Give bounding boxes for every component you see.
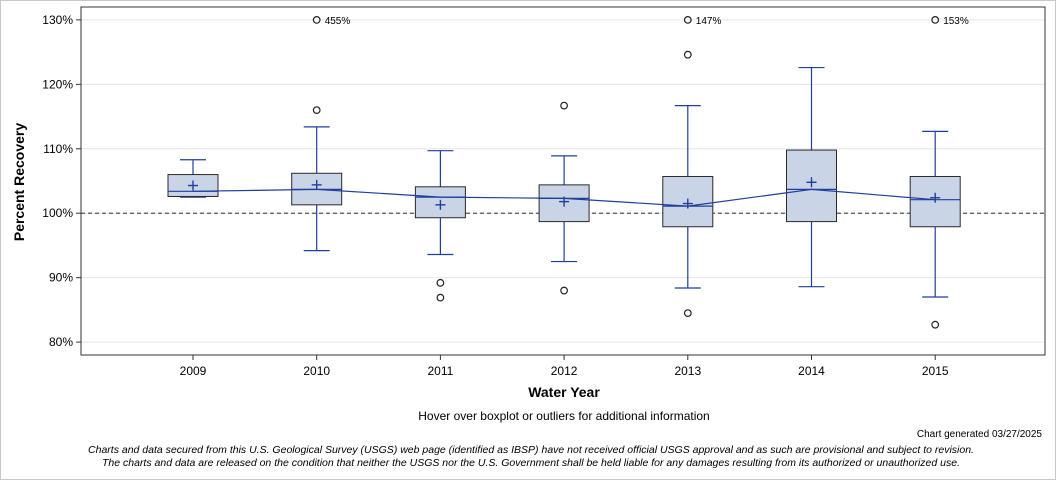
chart-generated-date: Chart generated 03/27/2025	[916, 429, 1042, 440]
box-group-2012	[538, 101, 590, 295]
median-connector-line	[192, 188, 936, 207]
outlier-point	[931, 320, 940, 329]
outlier-point	[436, 278, 445, 287]
box-group-2015: 153%	[909, 15, 969, 329]
outlier-point	[312, 106, 321, 115]
y-tick-label: 80%	[49, 335, 73, 349]
disclaimer-line-2: The charts and data are released on the …	[102, 457, 960, 469]
offscale-label: 147%	[696, 16, 722, 27]
outlier-point	[560, 286, 568, 295]
x-tick-label: 2015	[922, 364, 949, 378]
hover-hint: Hover over boxplot or outliers for addit…	[418, 409, 710, 423]
x-tick-label: 2011	[427, 364, 453, 378]
x-tick-label: 2014	[798, 364, 825, 378]
x-tick-label: 2010	[303, 364, 330, 378]
x-tick-label: 2013	[674, 364, 701, 378]
x-axis-title: Water Year	[528, 384, 600, 400]
plot-area-border	[80, 6, 1046, 356]
y-tick-label: 120%	[42, 77, 73, 91]
outlier-point	[683, 50, 692, 59]
offscale-outlier-point	[931, 15, 940, 24]
offscale-label: 153%	[943, 16, 969, 27]
y-tick-label: 130%	[42, 13, 73, 27]
disclaimer-line-1: Charts and data secured from this U.S. G…	[88, 444, 974, 456]
median-connector-layer	[192, 188, 936, 207]
outlier-point	[683, 309, 692, 318]
grid-layer	[81, 19, 1045, 343]
outlier-point	[436, 293, 445, 302]
y-tick-label: 100%	[42, 206, 73, 220]
box-group-2010: 455%	[291, 15, 351, 252]
y-tick-label: 90%	[49, 271, 73, 285]
outlier-point	[560, 101, 568, 110]
offscale-outlier-point	[683, 15, 692, 24]
x-tick-label: 2012	[551, 364, 578, 378]
box-group-2013: 147%	[662, 15, 722, 318]
boxplot-chart: 455% 147% 153% 80% 90% 100% 110% 120% 130% 2009 2…	[11, 6, 1046, 400]
box-group-2011	[414, 150, 466, 302]
offscale-outlier-point	[312, 15, 321, 24]
x-tick-label: 2009	[180, 364, 207, 378]
y-tick-label: 110%	[43, 142, 73, 156]
y-axis-title: Percent Recovery	[11, 123, 27, 242]
box-group-2014	[786, 66, 837, 288]
box-layer: 455% 147% 153%	[167, 15, 969, 329]
axis-layer: 80% 90% 100% 110% 120% 130% 2009 2010 2011 2012 20…	[42, 6, 1046, 378]
offscale-label: 455%	[325, 16, 351, 27]
